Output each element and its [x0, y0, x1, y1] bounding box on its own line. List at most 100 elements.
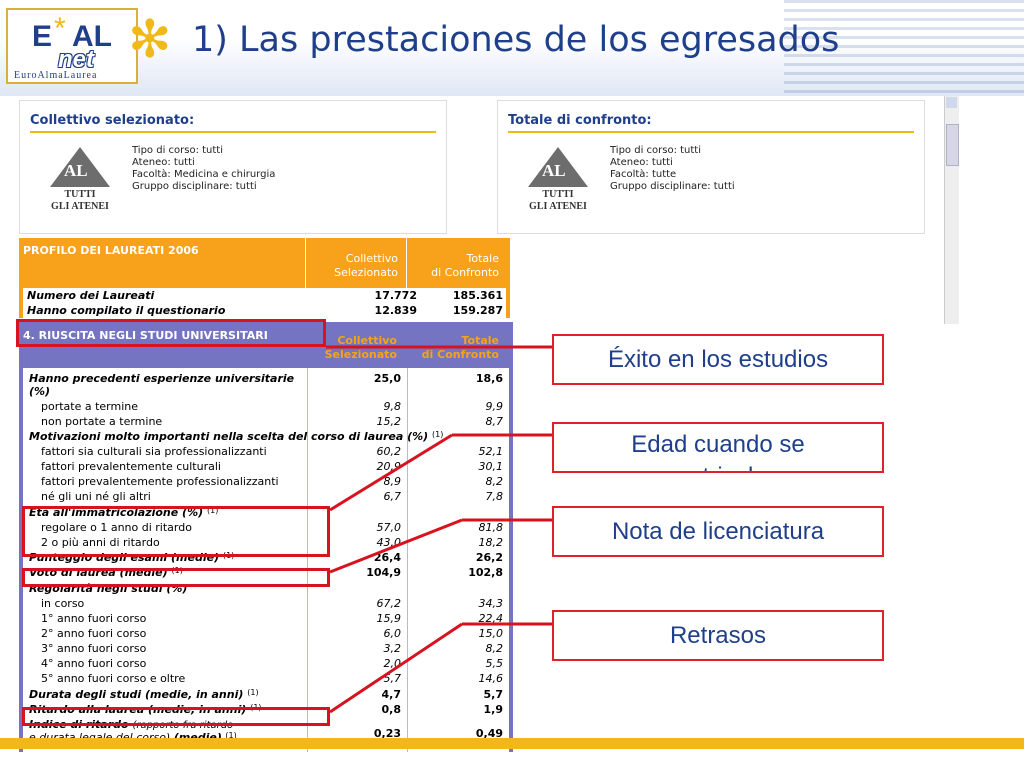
al-caption-line-2: GLI ATENEI: [51, 201, 109, 212]
info-gruppo: Gruppo disciplinare: tutti: [610, 181, 735, 192]
col-header-line-2: Selezionato: [324, 348, 397, 361]
row-label: portate a termine: [41, 400, 139, 413]
confronto-card: Totale di confronto: AL TUTTI GLI ATENEI…: [497, 100, 925, 234]
info-facolta: Facoltà: Medicina e chirurgia: [132, 169, 276, 180]
callout-edad-line-1: Edad cuando se: [631, 430, 805, 458]
al-logo-text: AL: [64, 161, 88, 180]
row-value-totale: 26,2: [475, 551, 503, 564]
column-divider: [307, 368, 308, 752]
row-value-totale: 18,2: [478, 536, 504, 549]
row-value-collettivo: 8,9: [383, 475, 402, 488]
row-value-collettivo: 3,2: [383, 642, 402, 655]
profile-row: Numero dei Laureati 17.772 185.361: [23, 288, 506, 303]
confronto-info: Tipo di corso: tutti Ateneo: tutti Facol…: [610, 145, 735, 193]
row-note: (1): [247, 688, 259, 697]
row-label: non portate a termine: [41, 415, 163, 428]
logo-star-icon: *: [54, 12, 66, 45]
row-value-collettivo: 25,0: [373, 372, 401, 385]
info-ateneo: Ateneo: tutti: [610, 157, 673, 168]
row-label: (%): [29, 385, 51, 398]
row-value-totale: 8,2: [485, 642, 504, 655]
al-caption-line-2: GLI ATENEI: [529, 201, 587, 212]
panel-scrollbar[interactable]: [944, 96, 959, 324]
scroll-thumb[interactable]: [946, 124, 959, 166]
row-value-collettivo: 67,2: [376, 597, 402, 610]
row-label: 5° anno fuori corso e oltre: [41, 672, 186, 685]
collettivo-info: Tipo di corso: tutti Ateneo: tutti Facol…: [132, 145, 275, 193]
info-gruppo: Gruppo disciplinare: tutti: [132, 181, 257, 192]
row-label: Hanno compilato il questionario: [27, 304, 226, 317]
row-value-collettivo: 12.839: [374, 304, 417, 317]
col-header-line-2: Selezionato: [334, 266, 398, 279]
row-value-totale: 102,8: [468, 566, 503, 579]
row-label: 2° anno fuori corso: [41, 627, 147, 640]
row-label: fattori sia culturali sia professionaliz…: [41, 445, 267, 458]
row-value-totale: 34,3: [478, 597, 504, 610]
bottom-band: [0, 738, 1024, 749]
profile-col-totale: Totale di Confronto: [406, 238, 507, 288]
row-value-collettivo: 6,7: [383, 490, 402, 503]
row-value-totale: 7,8: [485, 490, 504, 503]
highlight-eta: [22, 506, 330, 557]
section4-body: Hanno precedenti esperienze universitari…: [23, 368, 509, 752]
col-header-line-2: di Confronto: [421, 348, 499, 361]
row-value-collettivo: 17.772: [374, 289, 417, 302]
confronto-title: Totale di confronto:: [508, 113, 652, 128]
logo-text-e: E: [32, 20, 53, 53]
callout-nota: Nota de licenciatura: [552, 506, 884, 557]
row-label-text: Durata degli studi (medie, in anni): [29, 688, 244, 701]
row-label: Hanno precedenti esperienze universitari…: [29, 372, 295, 385]
al-caption-line-1: TUTTI: [542, 189, 574, 200]
row-value-totale: 15,0: [478, 627, 504, 640]
scroll-up-arrow[interactable]: [946, 97, 957, 108]
al-logo-icon: [50, 147, 110, 187]
logo-box: E * AL net EuroAlmaLaurea: [6, 8, 138, 84]
slide-title: 1) Las prestaciones de los egresados: [192, 20, 840, 60]
row-note: (1): [225, 731, 237, 740]
row-label: Numero dei Laureati: [27, 289, 155, 302]
collettivo-title: Collettivo selezionato:: [30, 113, 195, 128]
section4-col-collettivo: Collettivo Selezionato: [305, 334, 397, 362]
row-label: 1° anno fuori corso: [41, 612, 147, 625]
row-label: 4° anno fuori corso: [41, 657, 147, 670]
row-value-collettivo: 9,8: [383, 400, 402, 413]
logo-subtitle: EuroAlmaLaurea: [14, 70, 98, 81]
al-logo-caption: TUTTI GLI ATENEI: [522, 189, 594, 213]
row-label: Motivazioni molto importanti nella scelt…: [29, 430, 443, 443]
info-tipo: Tipo di corso: tutti: [132, 145, 224, 156]
row-label-text: Età all'immatricolazione (%): [29, 506, 204, 519]
highlight-section-title: [16, 319, 326, 347]
al-logo-icon: [528, 147, 588, 187]
row-value-collettivo: 60,2: [376, 445, 402, 458]
row-value-totale: 52,1: [478, 445, 504, 458]
highlight-ritardo: [22, 707, 330, 726]
column-divider: [407, 368, 408, 752]
callout-edad-line-2: matricula: [669, 461, 766, 472]
col-header-line-1: Totale: [466, 252, 499, 265]
row-value-totale: 1,9: [483, 703, 504, 716]
row-value-collettivo: 4,7: [381, 688, 402, 701]
logo-net: net: [58, 46, 94, 73]
row-value-totale: 8,7: [485, 415, 504, 428]
profile-title: PROFILO DEI LAUREATI 2006: [23, 244, 199, 257]
row-note: (1): [432, 430, 444, 439]
logo-text-al: AL: [72, 20, 112, 53]
col-header-line-2: di Confronto: [431, 266, 499, 279]
al-logo-text: AL: [542, 161, 566, 180]
row-value-collettivo: 0,23: [373, 727, 401, 740]
row-value-collettivo: 15,9: [376, 612, 402, 625]
section4-title: 4. RIUSCITA NEGLI STUDI UNIVERSITARI: [23, 329, 268, 342]
row-value-totale: 22,4: [478, 612, 504, 625]
highlight-voto: [22, 568, 330, 587]
header-stripes: [784, 0, 1024, 96]
row-value-totale: 5,7: [483, 688, 504, 701]
info-ateneo: Ateneo: tutti: [132, 157, 195, 168]
row-label: fattori prevalentemente professionalizza…: [41, 475, 279, 488]
card-divider: [508, 131, 914, 133]
al-logo-caption: TUTTI GLI ATENEI: [44, 189, 116, 213]
al-caption-line-1: TUTTI: [64, 189, 96, 200]
row-label: Età all'immatricolazione (%) (1): [29, 506, 218, 519]
row-value-totale: 5,5: [485, 657, 504, 670]
row-value-collettivo: 20,9: [376, 460, 402, 473]
row-label: regolare o 1 anno di ritardo: [41, 521, 192, 534]
